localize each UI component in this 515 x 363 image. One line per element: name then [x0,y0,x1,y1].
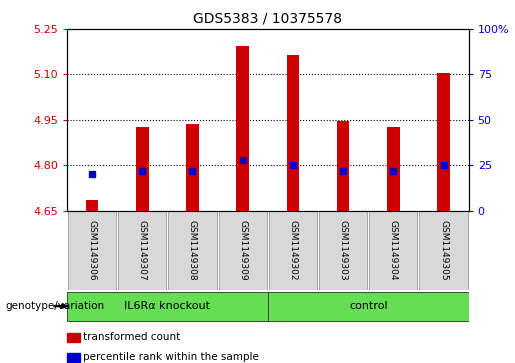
Text: GSM1149304: GSM1149304 [389,220,398,281]
Text: transformed count: transformed count [83,332,181,342]
Bar [168,211,217,290]
Bar [118,211,166,290]
Bar [337,121,349,211]
Bar [67,292,268,322]
Text: GSM1149302: GSM1149302 [288,220,297,281]
Bar [419,211,468,290]
Text: GSM1149306: GSM1149306 [88,220,96,281]
Bar [86,200,98,211]
Text: control: control [349,301,388,311]
Bar [268,292,469,322]
Bar [437,73,450,211]
Text: GSM1149307: GSM1149307 [138,220,147,281]
Text: IL6Rα knockout: IL6Rα knockout [125,301,210,311]
Bar [136,127,148,211]
Bar [387,127,400,211]
Text: GSM1149305: GSM1149305 [439,220,448,281]
Bar [369,211,418,290]
Text: GSM1149309: GSM1149309 [238,220,247,281]
Text: GSM1149308: GSM1149308 [188,220,197,281]
Bar [68,211,116,290]
Bar [287,55,299,211]
Bar [218,211,267,290]
Text: GSM1149303: GSM1149303 [339,220,348,281]
Bar [186,125,199,211]
Text: genotype/variation: genotype/variation [5,301,104,311]
Bar [269,211,317,290]
Bar [236,46,249,211]
Text: percentile rank within the sample: percentile rank within the sample [83,352,260,362]
Title: GDS5383 / 10375578: GDS5383 / 10375578 [193,11,342,25]
Bar [319,211,367,290]
